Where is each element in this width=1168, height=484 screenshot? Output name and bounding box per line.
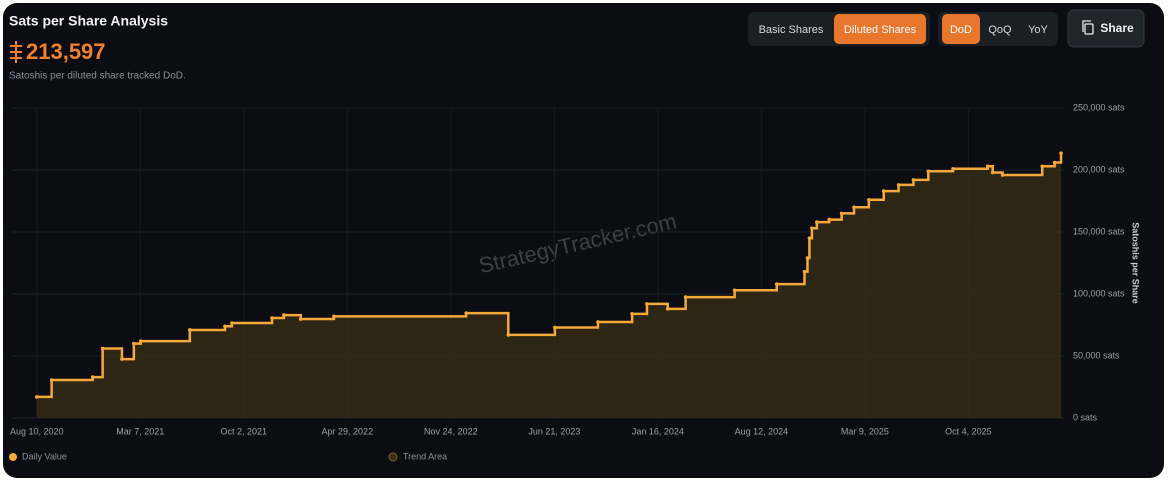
share-label: Share bbox=[1100, 21, 1134, 35]
point bbox=[665, 307, 670, 311]
button-label[interactable]: Basic Shares bbox=[759, 24, 824, 36]
legend-label: Trend Area bbox=[403, 451, 447, 461]
point bbox=[807, 236, 812, 240]
trend-area bbox=[36, 153, 1062, 419]
x-tick-label: Apr 29, 2022 bbox=[322, 426, 374, 436]
button-label[interactable]: QoQ bbox=[988, 24, 1012, 36]
share-button[interactable] bbox=[1067, 9, 1145, 48]
point bbox=[49, 378, 54, 382]
point bbox=[270, 316, 274, 320]
headline-value: 213,597 bbox=[26, 39, 106, 64]
y-tick-label: 100,000 sats bbox=[1073, 288, 1125, 298]
point bbox=[805, 256, 810, 260]
y-axis-title: Satoshis per Share bbox=[1131, 222, 1141, 304]
x-tick-label: Mar 7, 2021 bbox=[116, 426, 164, 436]
y-tick-label: 200,000 sats bbox=[1073, 164, 1125, 174]
x-tick-label: Jun 21, 2023 bbox=[528, 426, 580, 436]
point bbox=[230, 321, 234, 325]
point bbox=[926, 169, 931, 174]
point bbox=[951, 166, 955, 171]
point bbox=[1059, 151, 1063, 155]
point bbox=[282, 313, 286, 317]
point bbox=[985, 164, 990, 169]
point bbox=[223, 324, 227, 329]
x-tick-label: Oct 2, 2021 bbox=[221, 426, 268, 436]
x-tick-label: Oct 4, 2025 bbox=[945, 426, 992, 436]
sats-icon bbox=[10, 41, 22, 63]
x-tick-label: Aug 12, 2024 bbox=[735, 426, 789, 436]
point bbox=[827, 217, 832, 222]
point bbox=[1052, 160, 1057, 165]
x-tick-label: Jan 16, 2024 bbox=[632, 426, 684, 436]
point bbox=[298, 317, 303, 321]
x-tick-label: Nov 24, 2022 bbox=[424, 426, 478, 436]
point bbox=[90, 375, 95, 379]
x-tick-label: Aug 10, 2020 bbox=[10, 426, 64, 436]
y-tick-label: 50,000 sats bbox=[1073, 350, 1120, 360]
x-tick-label: Mar 9, 2025 bbox=[841, 426, 889, 436]
point bbox=[630, 312, 634, 316]
point bbox=[645, 302, 649, 306]
point bbox=[138, 339, 143, 343]
point bbox=[100, 346, 105, 351]
point bbox=[1040, 164, 1045, 169]
point bbox=[132, 341, 136, 346]
copy-icon bbox=[1082, 20, 1094, 35]
point bbox=[553, 325, 557, 330]
point bbox=[774, 282, 779, 286]
point bbox=[683, 295, 688, 299]
active-button[interactable] bbox=[942, 14, 980, 44]
legend-swatch bbox=[388, 452, 398, 462]
point bbox=[464, 311, 468, 315]
point bbox=[911, 178, 916, 182]
point bbox=[34, 395, 39, 399]
point bbox=[1000, 173, 1005, 177]
point bbox=[896, 183, 901, 187]
point bbox=[815, 220, 819, 224]
button-label[interactable]: YoY bbox=[1028, 24, 1048, 36]
legend-swatch bbox=[9, 453, 17, 461]
point bbox=[810, 226, 814, 231]
point bbox=[506, 333, 511, 337]
active-button-label[interactable]: Diluted Shares bbox=[844, 24, 917, 36]
point bbox=[188, 328, 192, 332]
point bbox=[332, 314, 336, 319]
y-tick-label: 0 sats bbox=[1073, 412, 1098, 422]
point bbox=[881, 189, 886, 193]
active-button[interactable] bbox=[834, 14, 926, 44]
subtitle: Satoshis per diluted share tracked DoD. bbox=[9, 71, 186, 82]
point bbox=[732, 288, 737, 293]
point bbox=[867, 197, 871, 202]
point bbox=[802, 269, 807, 274]
point bbox=[120, 357, 124, 361]
y-tick-label: 150,000 sats bbox=[1073, 226, 1125, 236]
point bbox=[839, 211, 844, 216]
line bbox=[36, 153, 1063, 399]
y-tick-label: 250,000 sats bbox=[1073, 102, 1125, 112]
active-button-label[interactable]: DoD bbox=[950, 24, 972, 36]
point bbox=[852, 205, 856, 209]
chart-title: Sats per Share Analysis bbox=[9, 13, 168, 29]
point bbox=[990, 170, 995, 175]
point bbox=[596, 320, 600, 324]
legend-label: Daily Value bbox=[22, 451, 67, 461]
